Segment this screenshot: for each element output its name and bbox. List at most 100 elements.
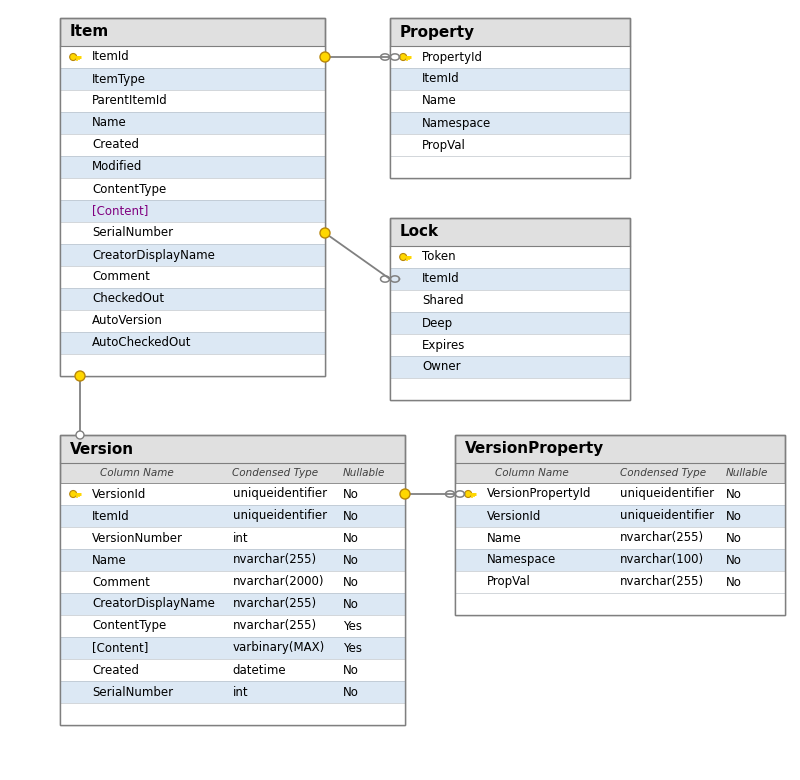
Text: No: No bbox=[343, 509, 358, 523]
Text: No: No bbox=[726, 488, 742, 501]
Circle shape bbox=[75, 371, 85, 381]
Text: No: No bbox=[343, 686, 358, 699]
Bar bbox=[60, 659, 405, 681]
Text: No: No bbox=[343, 531, 358, 544]
Text: nvarchar(255): nvarchar(255) bbox=[233, 597, 317, 611]
Bar bbox=[390, 246, 630, 268]
Bar bbox=[390, 356, 630, 378]
Bar bbox=[60, 266, 325, 288]
Text: nvarchar(255): nvarchar(255) bbox=[620, 576, 704, 588]
Bar bbox=[390, 134, 630, 156]
Text: Token: Token bbox=[422, 250, 456, 264]
Text: Deep: Deep bbox=[422, 317, 453, 329]
Text: ItemId: ItemId bbox=[422, 73, 460, 86]
Bar bbox=[60, 703, 405, 725]
Bar bbox=[455, 549, 785, 571]
Text: Nullable: Nullable bbox=[343, 468, 386, 478]
Bar bbox=[60, 435, 405, 725]
Bar bbox=[60, 593, 405, 615]
Bar bbox=[60, 156, 325, 178]
Text: Property: Property bbox=[400, 24, 475, 40]
Text: ItemType: ItemType bbox=[92, 73, 146, 86]
Bar bbox=[390, 18, 630, 178]
Bar bbox=[60, 46, 325, 68]
Bar bbox=[60, 505, 405, 527]
Bar bbox=[60, 549, 405, 571]
Text: Shared: Shared bbox=[422, 295, 464, 307]
Text: VersionPropertyId: VersionPropertyId bbox=[487, 488, 591, 501]
Text: Comment: Comment bbox=[92, 271, 150, 283]
Circle shape bbox=[400, 489, 410, 499]
Bar bbox=[60, 178, 325, 200]
Bar bbox=[455, 593, 785, 615]
Bar bbox=[60, 18, 325, 376]
Text: Condensed Type: Condensed Type bbox=[620, 468, 706, 478]
Text: nvarchar(100): nvarchar(100) bbox=[620, 554, 704, 566]
Text: No: No bbox=[343, 576, 358, 588]
Text: SerialNumber: SerialNumber bbox=[92, 226, 173, 239]
Text: AutoCheckedOut: AutoCheckedOut bbox=[92, 336, 191, 349]
Text: ItemId: ItemId bbox=[422, 272, 460, 285]
Text: PropVal: PropVal bbox=[487, 576, 531, 588]
Text: Yes: Yes bbox=[343, 641, 362, 654]
Text: No: No bbox=[726, 576, 742, 588]
Text: No: No bbox=[343, 554, 358, 566]
Text: ParentItemId: ParentItemId bbox=[92, 94, 168, 108]
Bar bbox=[60, 244, 325, 266]
Text: uniqueidentifier: uniqueidentifier bbox=[233, 509, 326, 523]
Text: ItemId: ItemId bbox=[92, 509, 130, 523]
Bar bbox=[60, 222, 325, 244]
Text: Modified: Modified bbox=[92, 161, 142, 173]
Text: CheckedOut: CheckedOut bbox=[92, 292, 164, 306]
Text: PropertyId: PropertyId bbox=[422, 51, 483, 63]
Circle shape bbox=[320, 52, 330, 62]
Text: ContentType: ContentType bbox=[92, 619, 166, 633]
Text: Name: Name bbox=[92, 554, 126, 566]
Text: uniqueidentifier: uniqueidentifier bbox=[233, 488, 326, 501]
Bar bbox=[60, 18, 325, 376]
Text: No: No bbox=[726, 531, 742, 544]
Bar bbox=[390, 156, 630, 178]
Bar bbox=[455, 571, 785, 593]
Text: Yes: Yes bbox=[343, 619, 362, 633]
Bar bbox=[390, 290, 630, 312]
Text: Item: Item bbox=[70, 24, 110, 40]
Bar bbox=[390, 112, 630, 134]
Text: Namespace: Namespace bbox=[422, 116, 491, 129]
Text: varbinary(MAX): varbinary(MAX) bbox=[233, 641, 325, 654]
Bar bbox=[60, 200, 325, 222]
Text: Column Name: Column Name bbox=[100, 468, 174, 478]
Bar bbox=[60, 310, 325, 332]
Bar bbox=[455, 527, 785, 549]
Text: nvarchar(2000): nvarchar(2000) bbox=[233, 576, 324, 588]
Text: No: No bbox=[726, 509, 742, 523]
Text: Name: Name bbox=[487, 531, 522, 544]
Text: Version: Version bbox=[70, 441, 134, 456]
Text: Owner: Owner bbox=[422, 360, 461, 374]
Bar bbox=[60, 435, 405, 725]
Text: uniqueidentifier: uniqueidentifier bbox=[620, 488, 714, 501]
Bar bbox=[60, 90, 325, 112]
Bar bbox=[390, 378, 630, 400]
Bar bbox=[390, 218, 630, 400]
Text: Nullable: Nullable bbox=[726, 468, 768, 478]
Bar bbox=[455, 435, 785, 615]
Text: SerialNumber: SerialNumber bbox=[92, 686, 173, 699]
Text: No: No bbox=[343, 664, 358, 676]
Bar bbox=[60, 332, 325, 354]
Text: Column Name: Column Name bbox=[495, 468, 569, 478]
Bar bbox=[60, 681, 405, 703]
Circle shape bbox=[465, 491, 472, 498]
Circle shape bbox=[320, 228, 330, 238]
Text: datetime: datetime bbox=[233, 664, 286, 676]
Text: No: No bbox=[343, 597, 358, 611]
Circle shape bbox=[76, 431, 84, 439]
Text: int: int bbox=[233, 686, 248, 699]
Text: VersionProperty: VersionProperty bbox=[465, 441, 604, 456]
Text: Lock: Lock bbox=[400, 225, 439, 239]
Text: nvarchar(255): nvarchar(255) bbox=[233, 554, 317, 566]
Text: CreatorDisplayName: CreatorDisplayName bbox=[92, 597, 215, 611]
Bar bbox=[60, 288, 325, 310]
Circle shape bbox=[70, 54, 77, 61]
Bar bbox=[60, 68, 325, 90]
